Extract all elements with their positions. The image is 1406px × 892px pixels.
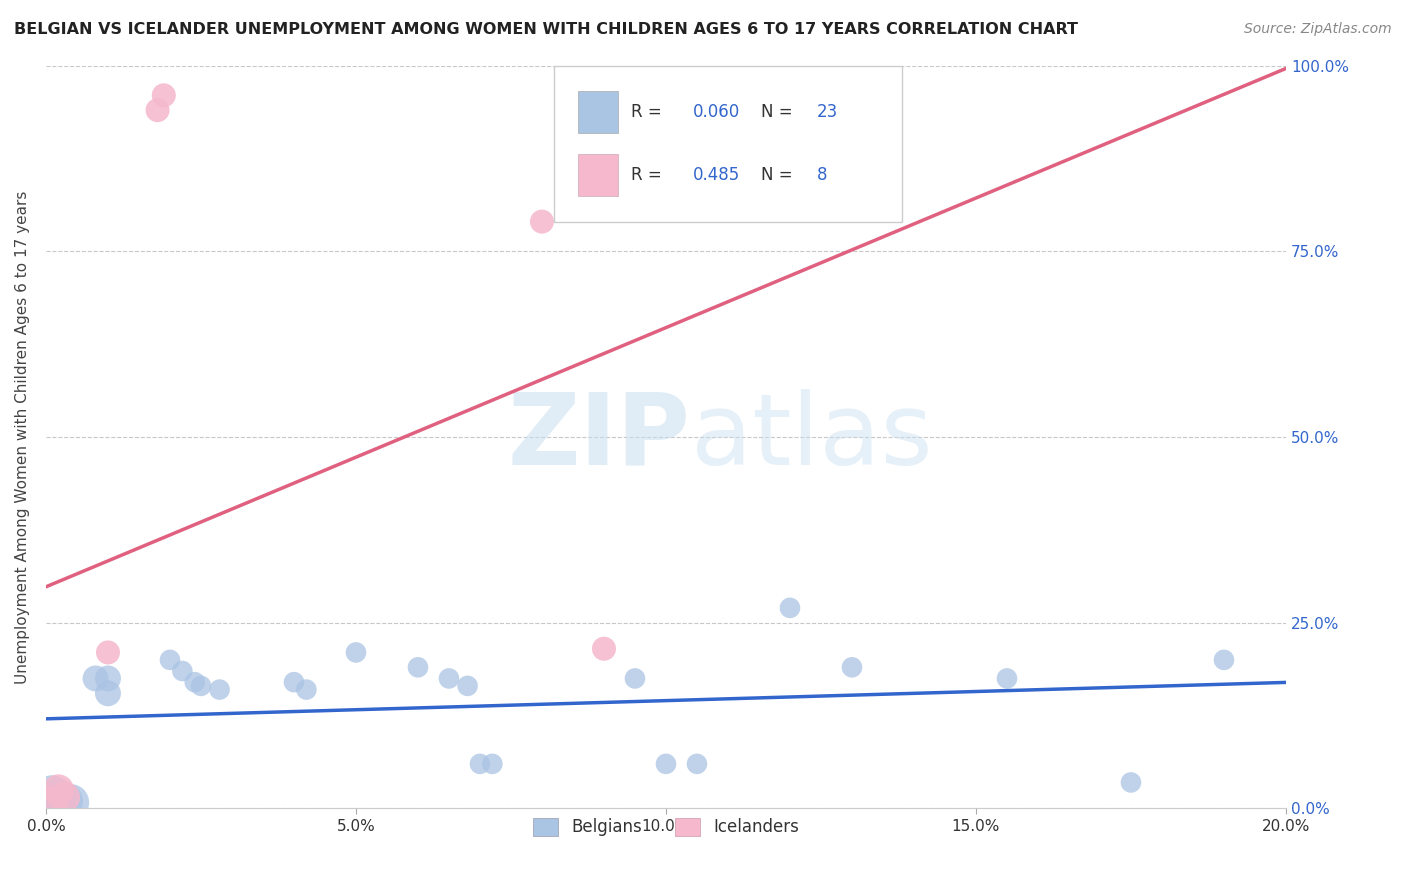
Text: Source: ZipAtlas.com: Source: ZipAtlas.com: [1244, 22, 1392, 37]
Point: [995, 672, 1018, 686]
Text: 23: 23: [817, 103, 838, 121]
Point: [84, 672, 107, 686]
Point: [59, 796, 82, 810]
FancyBboxPatch shape: [578, 91, 617, 133]
Point: [53, 790, 76, 805]
Text: N =: N =: [762, 166, 799, 184]
FancyBboxPatch shape: [554, 66, 901, 221]
Point: [208, 682, 231, 697]
Point: [468, 756, 491, 771]
Point: [530, 214, 553, 228]
Point: [1213, 653, 1236, 667]
Y-axis label: Unemployment Among Women with Children Ages 6 to 17 years: Unemployment Among Women with Children A…: [15, 190, 30, 683]
Text: BELGIAN VS ICELANDER UNEMPLOYMENT AMONG WOMEN WITH CHILDREN AGES 6 TO 17 YEARS C: BELGIAN VS ICELANDER UNEMPLOYMENT AMONG …: [14, 22, 1078, 37]
Point: [457, 679, 479, 693]
Text: ZIP: ZIP: [508, 389, 690, 485]
Point: [624, 672, 647, 686]
Text: 0.060: 0.060: [693, 103, 741, 121]
Text: 8: 8: [817, 166, 828, 184]
Text: R =: R =: [631, 103, 668, 121]
Point: [53, 794, 76, 808]
Point: [97, 645, 120, 659]
Point: [481, 756, 503, 771]
Point: [41, 787, 63, 801]
Point: [172, 664, 194, 678]
Point: [48, 783, 70, 797]
Legend: Belgians, Icelanders: Belgians, Icelanders: [524, 809, 807, 845]
Point: [190, 679, 212, 693]
Point: [1119, 775, 1142, 789]
Text: R =: R =: [631, 166, 668, 184]
Point: [184, 675, 207, 690]
Point: [295, 682, 318, 697]
Point: [146, 103, 169, 118]
Point: [655, 756, 678, 771]
Point: [437, 672, 460, 686]
Point: [97, 686, 120, 700]
Point: [41, 794, 63, 808]
FancyBboxPatch shape: [578, 154, 617, 196]
Point: [97, 672, 120, 686]
Point: [406, 660, 429, 674]
Point: [686, 756, 709, 771]
Text: atlas: atlas: [690, 389, 932, 485]
Point: [779, 600, 801, 615]
Point: [841, 660, 863, 674]
Point: [283, 675, 305, 690]
Point: [593, 641, 616, 656]
Point: [48, 790, 70, 805]
Point: [344, 645, 367, 659]
Point: [159, 653, 181, 667]
Point: [152, 88, 174, 103]
Text: 0.485: 0.485: [693, 166, 741, 184]
Text: N =: N =: [762, 103, 799, 121]
